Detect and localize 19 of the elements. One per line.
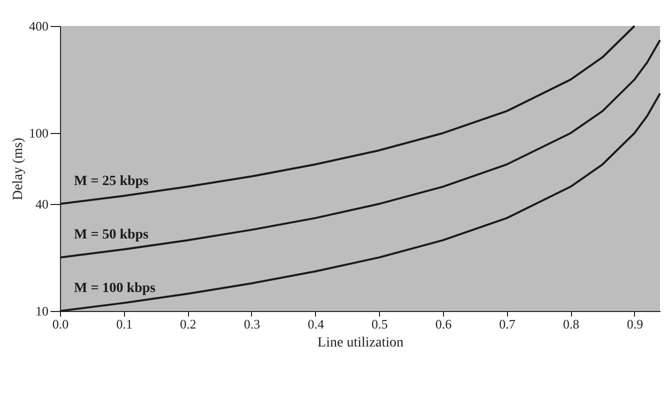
x-tick-label: 0.6: [435, 316, 452, 332]
y-tick-label: 400: [29, 18, 48, 34]
y-axis-title: Delay (ms): [11, 137, 26, 200]
y-tick-label: 100: [29, 126, 48, 141]
x-tick-label: 0.5: [372, 316, 388, 332]
x-tick-label: 0.3: [244, 316, 260, 332]
x-axis-title: Line utilization: [318, 336, 404, 350]
x-tick-label: 0.9: [626, 316, 644, 332]
x-tick-label: 0.4: [308, 316, 324, 332]
series-label: M = 50 kbps: [74, 227, 150, 242]
series-label: M = 100 kbps: [74, 281, 156, 296]
y-tick-label: 10: [36, 304, 48, 318]
x-tick-label: 0.2: [180, 316, 196, 332]
x-tick-label: 0.8: [563, 316, 580, 332]
x-tick-label: 0.7: [499, 316, 516, 332]
x-tick-label: 0.1: [116, 316, 132, 332]
y-tick-label: 40: [36, 196, 48, 212]
series-label: M = 25 kbps: [74, 174, 150, 189]
x-tick-label: 0.0: [52, 316, 69, 332]
